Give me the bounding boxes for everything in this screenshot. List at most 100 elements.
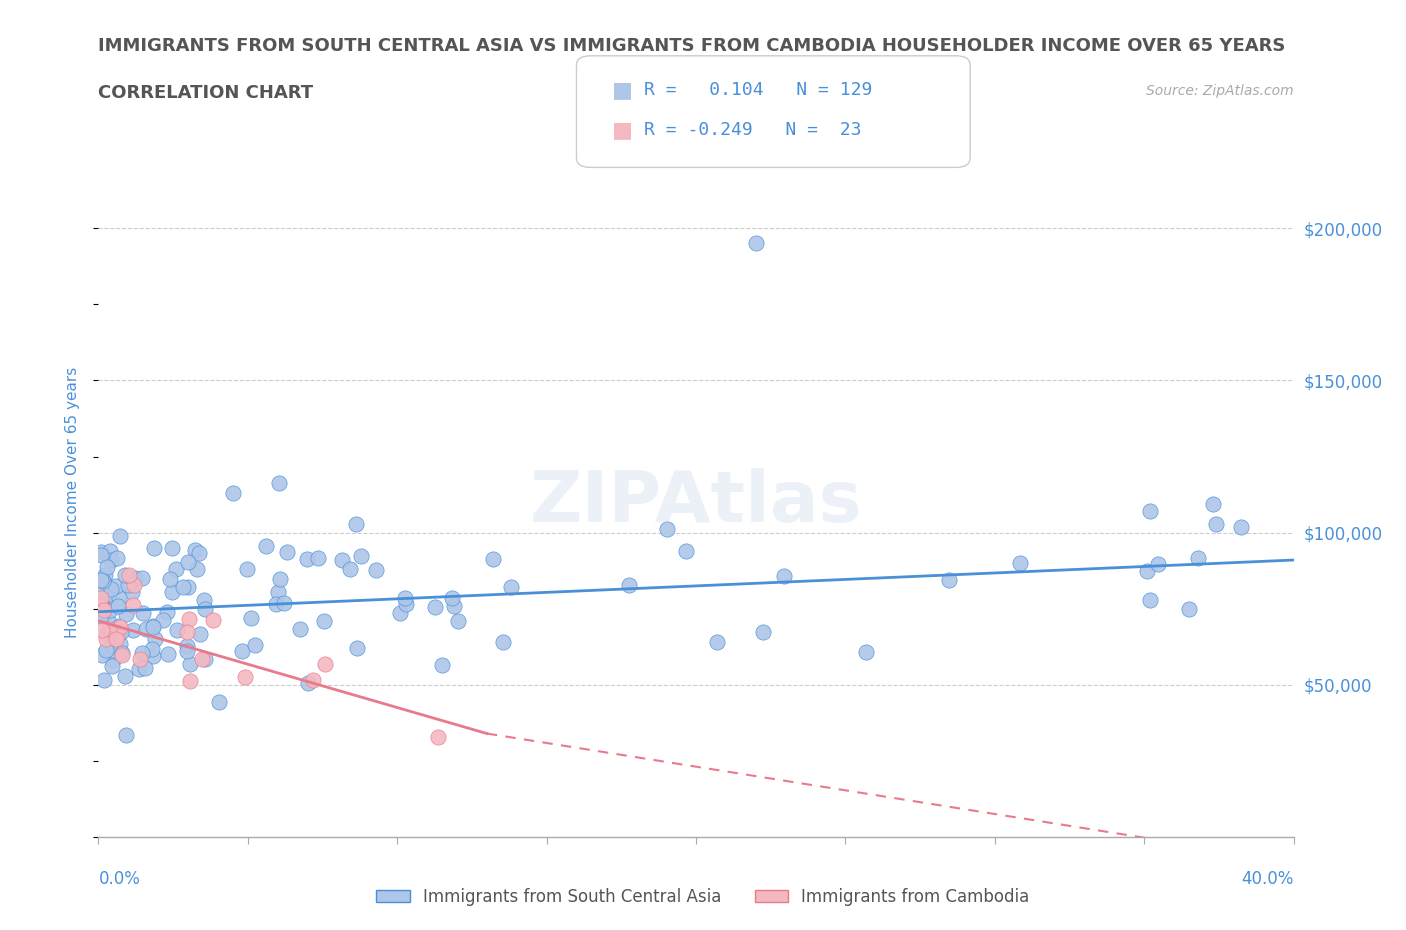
Point bbox=[231, 644, 253, 658]
Point bbox=[115, 727, 138, 742]
Point bbox=[108, 591, 131, 606]
Point bbox=[124, 571, 146, 586]
Text: ZIPAtlas: ZIPAtlas bbox=[530, 468, 862, 537]
Text: IMMIGRANTS FROM SOUTH CENTRAL ASIA VS IMMIGRANTS FROM CAMBODIA HOUSEHOLDER INCOM: IMMIGRANTS FROM SOUTH CENTRAL ASIA VS IM… bbox=[98, 37, 1286, 55]
Point bbox=[346, 641, 368, 656]
Point bbox=[389, 606, 412, 621]
Point bbox=[107, 599, 129, 614]
Point bbox=[97, 615, 120, 630]
Point bbox=[98, 543, 121, 558]
Point bbox=[100, 581, 122, 596]
Point bbox=[350, 549, 373, 564]
Point bbox=[141, 642, 163, 657]
Point bbox=[128, 651, 150, 666]
Point bbox=[307, 551, 329, 565]
Text: 0.0%: 0.0% bbox=[98, 870, 141, 888]
Point bbox=[132, 605, 155, 620]
Text: R = -0.249   N =  23: R = -0.249 N = 23 bbox=[644, 121, 862, 140]
Point bbox=[172, 579, 194, 594]
Point bbox=[177, 555, 200, 570]
Point bbox=[121, 584, 143, 599]
Point bbox=[91, 574, 114, 589]
Point bbox=[142, 620, 165, 635]
Point bbox=[655, 521, 678, 536]
Point bbox=[938, 572, 960, 587]
Point bbox=[314, 614, 336, 629]
Text: ■: ■ bbox=[612, 120, 633, 140]
Point bbox=[430, 658, 453, 672]
Point bbox=[100, 643, 122, 658]
Point bbox=[176, 579, 198, 594]
Point bbox=[395, 596, 418, 611]
Point bbox=[855, 644, 877, 659]
Point bbox=[105, 629, 128, 644]
Point bbox=[176, 644, 198, 658]
Point bbox=[499, 580, 522, 595]
Point bbox=[288, 621, 311, 636]
Point bbox=[394, 591, 416, 605]
Point bbox=[314, 657, 336, 671]
Point bbox=[90, 583, 112, 598]
Point bbox=[233, 670, 256, 684]
Point bbox=[186, 561, 208, 576]
Point bbox=[297, 675, 319, 690]
Point bbox=[96, 626, 118, 641]
Point bbox=[111, 646, 134, 661]
Point bbox=[1202, 497, 1225, 512]
Point bbox=[165, 562, 187, 577]
Point bbox=[706, 635, 728, 650]
Point bbox=[108, 619, 131, 634]
Point bbox=[108, 528, 131, 543]
Point bbox=[91, 601, 114, 616]
Point bbox=[1136, 564, 1159, 578]
Point bbox=[194, 601, 217, 616]
Point bbox=[105, 551, 128, 566]
Point bbox=[159, 572, 181, 587]
Point bbox=[105, 578, 128, 593]
Point bbox=[492, 635, 515, 650]
Point bbox=[1187, 551, 1209, 565]
Point bbox=[90, 544, 112, 559]
Point bbox=[1008, 556, 1031, 571]
Point bbox=[1146, 557, 1168, 572]
Point bbox=[330, 552, 353, 567]
Point bbox=[142, 648, 165, 663]
Point bbox=[301, 673, 323, 688]
Point bbox=[446, 614, 468, 629]
Point bbox=[96, 559, 118, 574]
Point bbox=[184, 543, 207, 558]
Text: CORRELATION CHART: CORRELATION CHART bbox=[98, 84, 314, 101]
Point bbox=[100, 552, 122, 567]
Point bbox=[160, 585, 183, 600]
Point bbox=[90, 599, 112, 614]
Point bbox=[114, 669, 136, 684]
Point bbox=[96, 632, 118, 647]
Point bbox=[157, 647, 180, 662]
Point bbox=[152, 612, 174, 627]
Point bbox=[94, 643, 117, 658]
Point bbox=[339, 562, 361, 577]
Point bbox=[1139, 504, 1161, 519]
Point bbox=[122, 623, 145, 638]
Point bbox=[194, 652, 217, 667]
Point bbox=[97, 586, 120, 601]
Point bbox=[90, 623, 112, 638]
Point bbox=[93, 603, 115, 618]
Point bbox=[98, 621, 121, 636]
Point bbox=[105, 631, 128, 646]
Point bbox=[426, 730, 449, 745]
Point bbox=[90, 548, 112, 563]
Point bbox=[264, 597, 287, 612]
Point bbox=[752, 624, 775, 639]
Point bbox=[617, 578, 640, 592]
Point bbox=[143, 631, 166, 646]
Point bbox=[1139, 592, 1161, 607]
Point bbox=[131, 646, 153, 661]
Point bbox=[188, 627, 211, 642]
Point bbox=[176, 638, 198, 653]
Point bbox=[128, 661, 150, 676]
Point bbox=[176, 625, 198, 640]
Point bbox=[101, 652, 124, 667]
Point bbox=[1230, 520, 1253, 535]
Point bbox=[100, 603, 122, 618]
